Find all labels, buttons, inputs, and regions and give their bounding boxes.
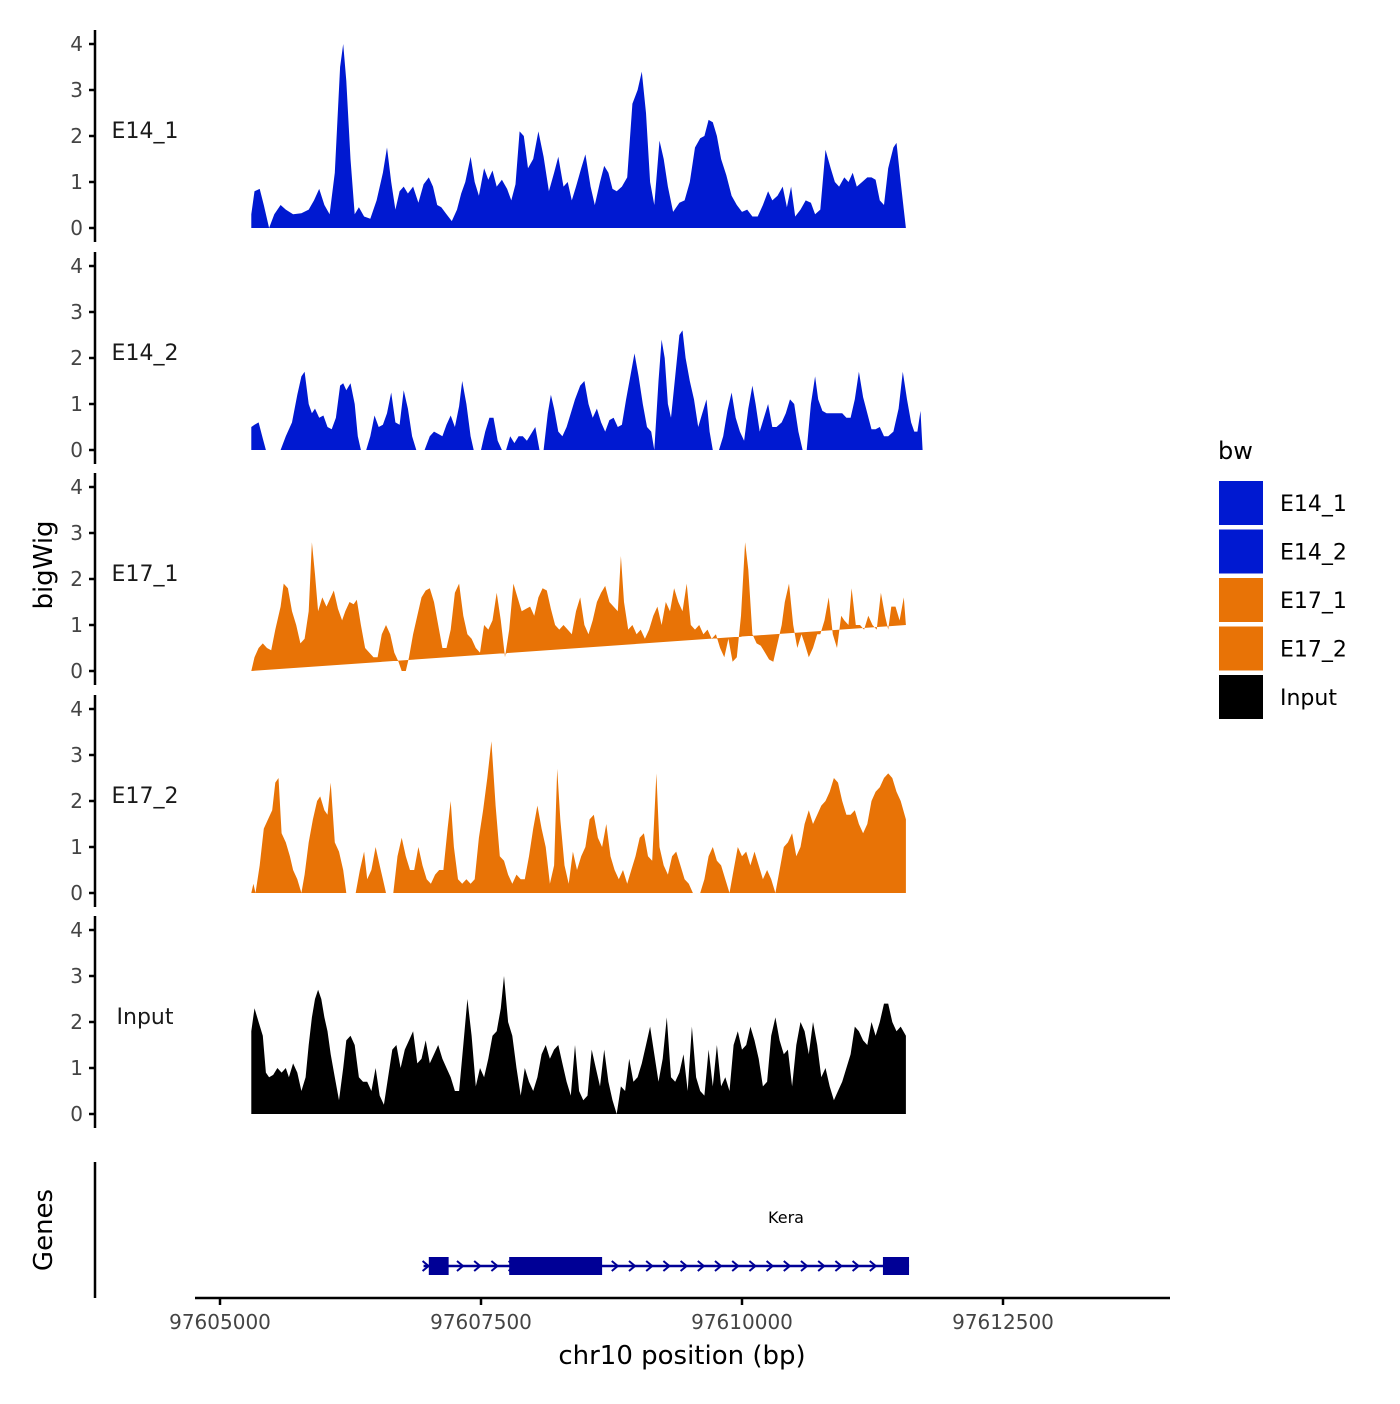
strand-arrow xyxy=(628,1260,637,1272)
track-E14_1: 0 1 2 3 4 E14_1 xyxy=(70,30,906,242)
y-tick-label: 2 xyxy=(70,567,83,591)
y-tick-label: 1 xyxy=(70,170,83,194)
strand-arrow xyxy=(697,1260,706,1272)
strand-arrow xyxy=(456,1260,465,1272)
gene-model xyxy=(421,1257,910,1275)
y-tick-label: 2 xyxy=(70,1010,83,1034)
y-tick-label: 1 xyxy=(70,1056,83,1080)
legend-label: E14_1 xyxy=(1280,492,1347,517)
legend-label: E17_1 xyxy=(1280,589,1347,614)
strand-arrow xyxy=(714,1260,723,1272)
y-axis-title: bigWig xyxy=(29,520,59,609)
y-tick-label: 3 xyxy=(70,521,83,545)
strand-arrow xyxy=(869,1260,878,1272)
area-E17_2 xyxy=(251,741,906,893)
strand-arrow xyxy=(817,1260,826,1272)
legend-swatch xyxy=(1217,624,1265,673)
legend-label: E14_2 xyxy=(1280,541,1347,566)
x-tick-label: 97607500 xyxy=(430,1310,532,1334)
y-tick-label: 1 xyxy=(70,613,83,637)
x-tick-label: 97605000 xyxy=(169,1310,271,1334)
x-tick-label: 97612500 xyxy=(952,1310,1054,1334)
tracks-layer: 0 1 2 3 4 E14_1 0 1 2 3 4 E14_2 0 1 2 3 4 E17_1 0 1 2 3 4 E17_2… xyxy=(70,30,923,1128)
y-tick-label: 4 xyxy=(70,697,83,721)
legend-title: bw xyxy=(1218,437,1253,465)
area-Input xyxy=(251,976,906,1114)
strand-arrow xyxy=(490,1260,499,1272)
strand-arrow xyxy=(645,1260,654,1272)
legend-item: E14_1 xyxy=(1217,479,1347,527)
strand-arrow xyxy=(473,1260,482,1272)
track-E17_1: 0 1 2 3 4 E17_1 xyxy=(70,473,906,685)
legend-swatch xyxy=(1217,527,1265,576)
y-tick-label: 0 xyxy=(70,216,83,240)
track-label: E17_1 xyxy=(112,562,179,587)
y-tick-label: 0 xyxy=(70,881,83,905)
y-tick-label: 1 xyxy=(70,835,83,859)
y-tick-label: 0 xyxy=(70,438,83,462)
strand-arrow xyxy=(748,1260,757,1272)
track-label: E14_2 xyxy=(112,341,179,366)
strand-arrow xyxy=(611,1260,620,1272)
legend-label: E17_2 xyxy=(1280,638,1347,663)
y-tick-label: 4 xyxy=(70,32,83,56)
y-tick-label: 3 xyxy=(70,300,83,324)
gene-exon xyxy=(882,1257,910,1275)
gene-exon xyxy=(509,1257,603,1275)
genes-axis-title: Genes xyxy=(29,1189,59,1271)
strand-arrow xyxy=(662,1260,671,1272)
strand-arrow xyxy=(765,1260,775,1272)
strand-arrow xyxy=(851,1260,861,1272)
track-Input: 0 1 2 3 4 Input xyxy=(70,916,906,1128)
y-tick-label: 3 xyxy=(70,743,83,767)
track-E17_2: 0 1 2 3 4 E17_2 xyxy=(70,695,906,907)
strand-arrow xyxy=(834,1260,843,1272)
track-label: Input xyxy=(117,1005,174,1030)
y-tick-label: 3 xyxy=(70,78,83,102)
legend-swatch xyxy=(1217,673,1265,721)
y-tick-label: 2 xyxy=(70,789,83,813)
legend-items: E14_1 E14_2 E17_1 E17_2 Input xyxy=(1217,479,1347,721)
strand-arrow xyxy=(421,1260,431,1272)
y-tick-label: 4 xyxy=(70,475,83,499)
track-label: E17_2 xyxy=(112,784,179,809)
legend-item: Input xyxy=(1217,673,1337,721)
strand-arrow xyxy=(679,1260,689,1272)
x-tick-label: 97610000 xyxy=(691,1310,793,1334)
track-E14_2: 0 1 2 3 4 E14_2 xyxy=(70,252,923,464)
legend-swatch xyxy=(1217,576,1265,624)
strand-arrow xyxy=(800,1260,809,1272)
y-tick-label: 1 xyxy=(70,392,83,416)
y-tick-label: 2 xyxy=(70,124,83,148)
y-tick-label: 4 xyxy=(70,918,83,942)
y-tick-label: 2 xyxy=(70,346,83,370)
x-axis-title: chr10 position (bp) xyxy=(558,1341,805,1371)
area-E14_1 xyxy=(251,44,906,228)
gene-label: Kera xyxy=(768,1208,804,1227)
legend-item: E17_2 xyxy=(1217,624,1347,673)
area-E17_1 xyxy=(251,542,906,671)
y-tick-label: 3 xyxy=(70,964,83,988)
y-tick-label: 0 xyxy=(70,1102,83,1126)
strand-arrow xyxy=(783,1260,792,1272)
genes-track: Genes Kera xyxy=(29,1162,910,1298)
area-E14_2 xyxy=(251,330,923,450)
gene-exon xyxy=(428,1257,449,1275)
y-tick-label: 4 xyxy=(70,254,83,278)
legend-swatch xyxy=(1217,479,1265,527)
x-axis: 97605000 97607500 97610000 97612500 chr10 p… xyxy=(169,1296,1170,1371)
strand-arrow xyxy=(731,1260,740,1272)
legend-label: Input xyxy=(1280,686,1337,711)
y-tick-label: 0 xyxy=(70,659,83,683)
x-ticks: 97605000 97607500 97610000 97612500 xyxy=(169,1298,1054,1334)
legend-item: E17_1 xyxy=(1217,576,1347,624)
track-label: E14_1 xyxy=(112,119,179,144)
legend: bw E14_1 E14_2 E17_1 E17_2 Input xyxy=(1217,437,1347,721)
legend-item: E14_2 xyxy=(1217,527,1347,576)
